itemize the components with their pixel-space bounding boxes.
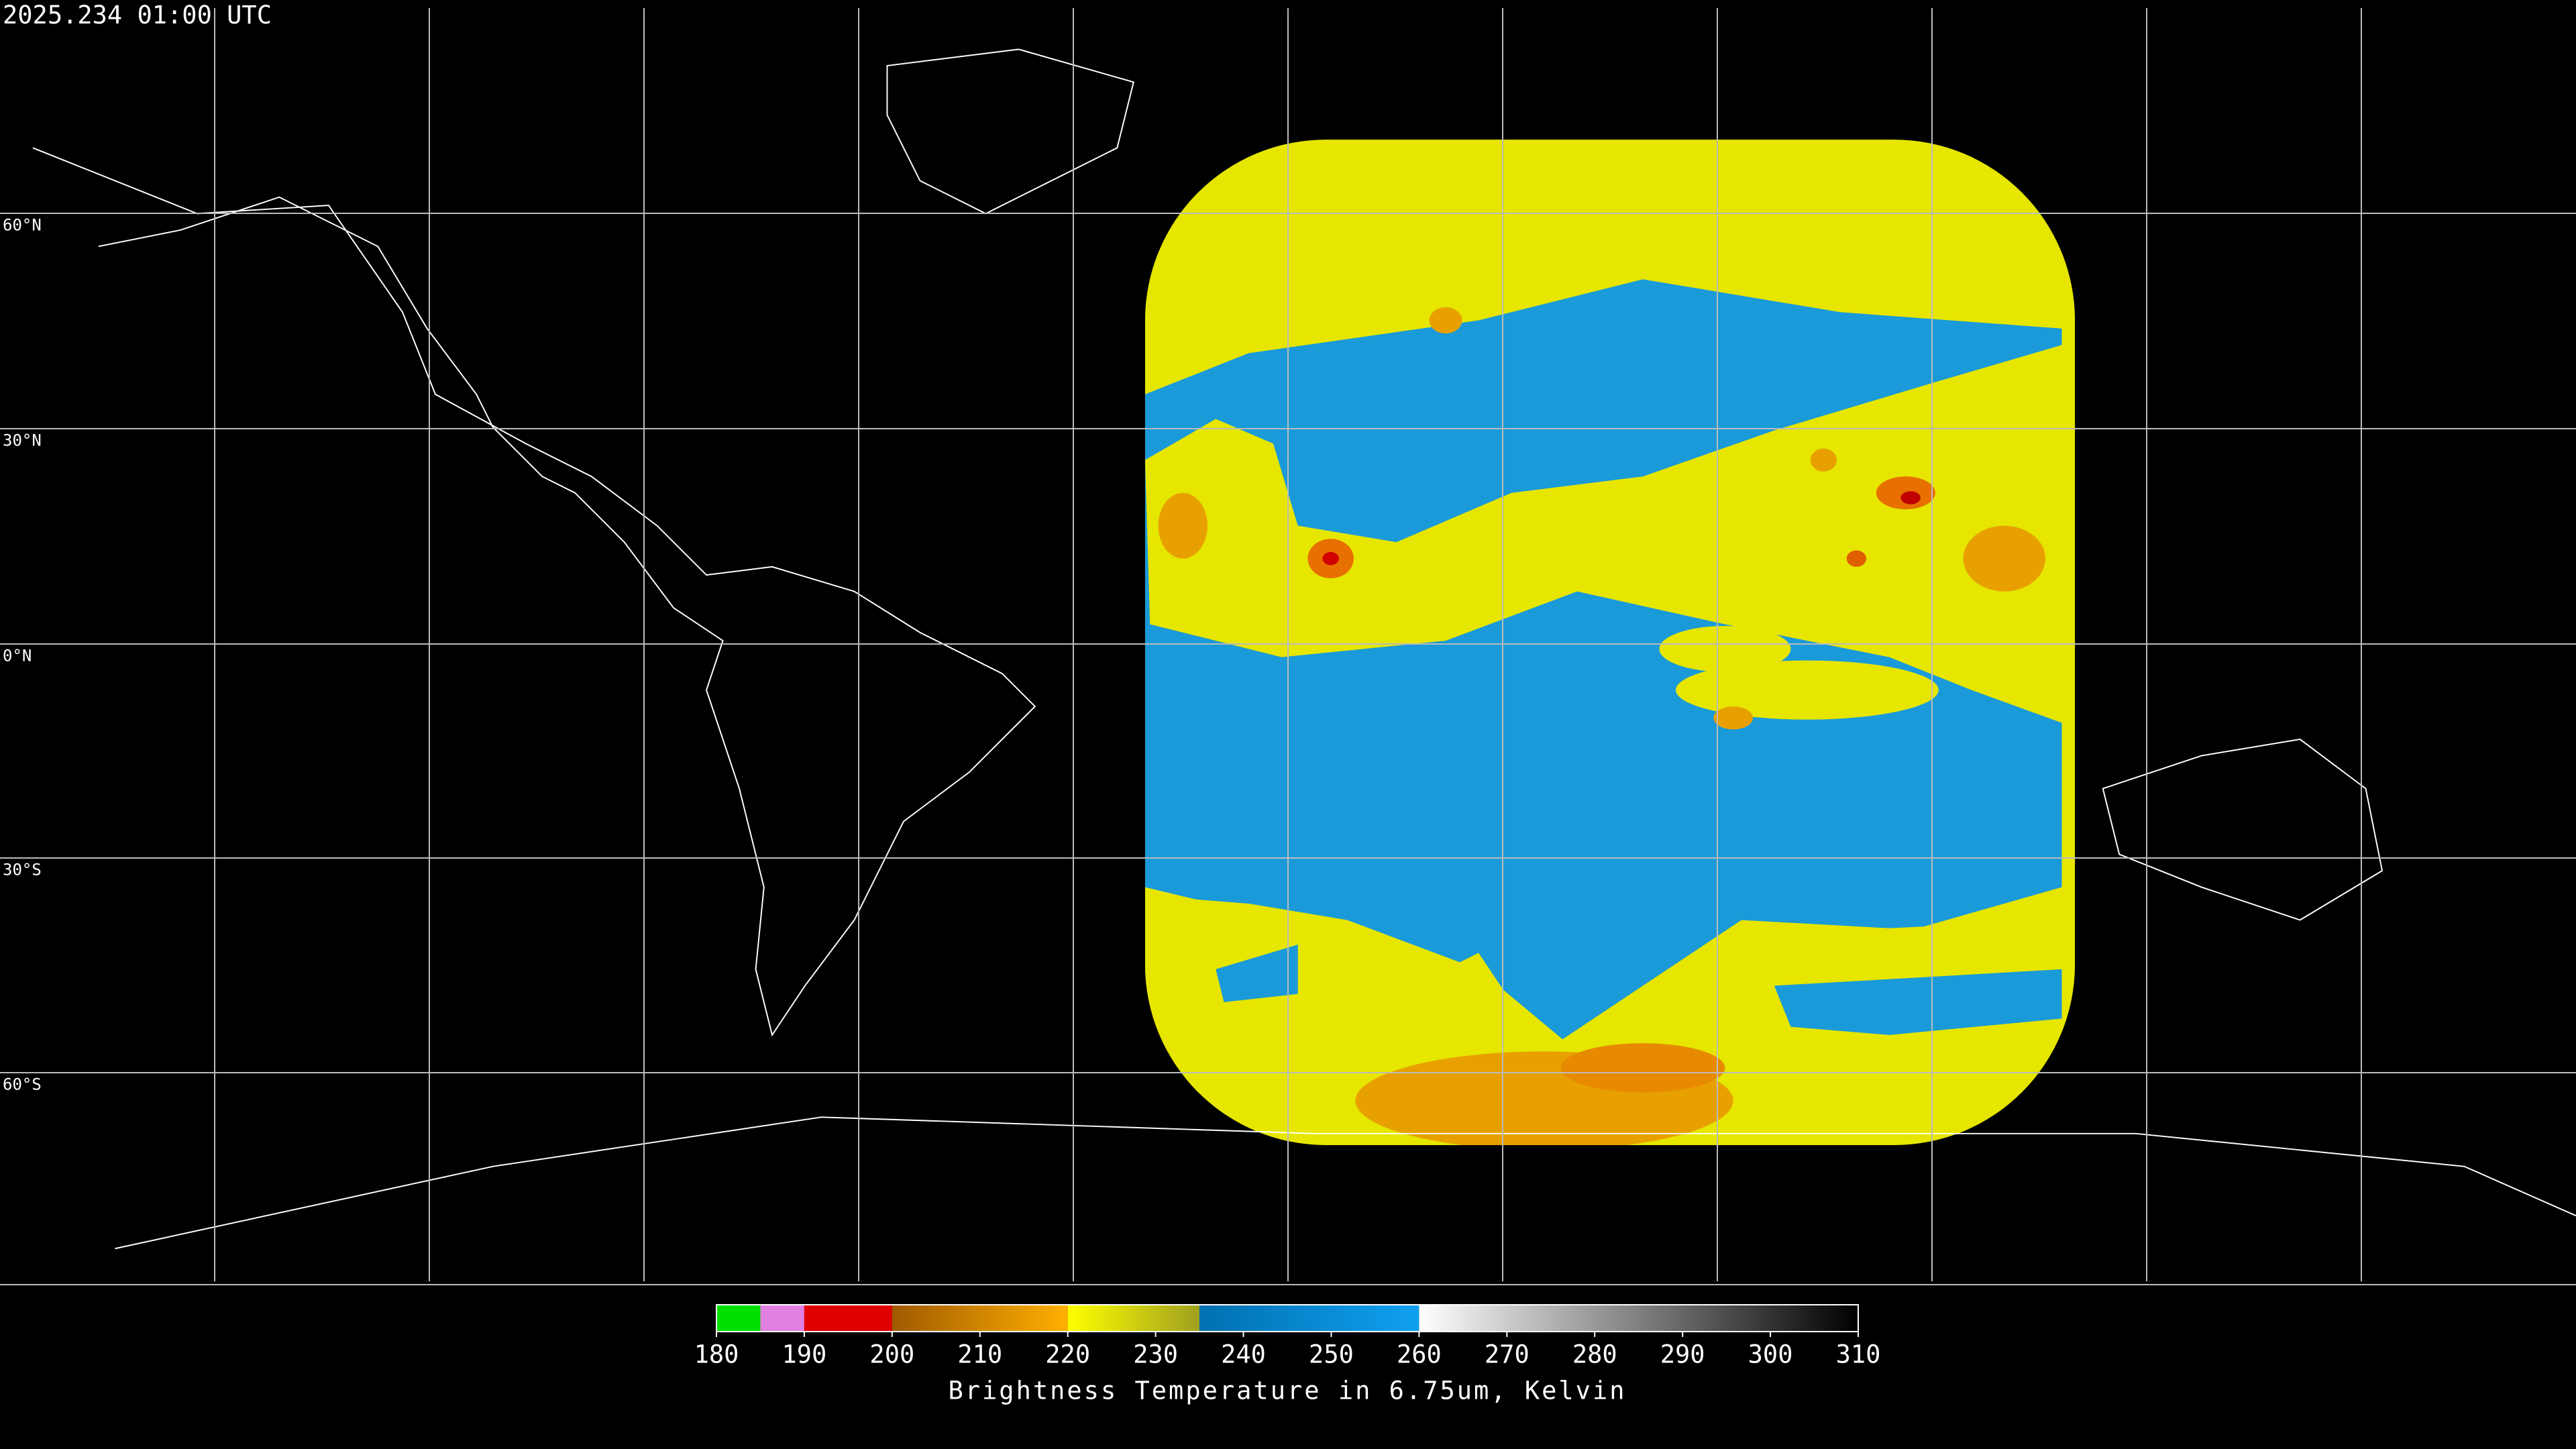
colorbar-segment <box>1419 1305 1858 1332</box>
latitude-label: 60°N <box>3 216 42 235</box>
latitude-label: 30°N <box>3 431 42 450</box>
colorbar-tick-label: 250 <box>1309 1340 1354 1369</box>
latitude-label: 60°S <box>3 1075 42 1094</box>
colorbar-tick-label: 290 <box>1660 1340 1705 1369</box>
colorbar-tick-label: 260 <box>1397 1340 1442 1369</box>
colorbar-tick-label: 210 <box>957 1340 1002 1369</box>
colorbar-frame <box>716 1304 1859 1332</box>
colorbar-segment <box>892 1305 1068 1332</box>
timestamp: 2025.234 01:00 UTC <box>3 1 272 30</box>
colorbar-segment <box>760 1305 804 1332</box>
latitude-label: 0°N <box>3 647 32 665</box>
colorbar-segment <box>716 1305 761 1332</box>
colorbar-tick-label: 230 <box>1133 1340 1178 1369</box>
colorbar-segment <box>1067 1305 1200 1332</box>
colorbar-segment <box>804 1305 892 1332</box>
colorbar-tick-label: 220 <box>1045 1340 1090 1369</box>
imagery <box>32 48 2576 1250</box>
latitude-label: 30°S <box>3 861 42 879</box>
colorbar-segment <box>1199 1305 1419 1332</box>
colorbar-tick-label: 200 <box>869 1340 914 1369</box>
colorbar-tick-label: 190 <box>782 1340 827 1369</box>
colorbar-tick-label: 310 <box>1836 1340 1881 1369</box>
colorbar-tick-label: 280 <box>1572 1340 1617 1369</box>
colorbar-tick-label: 270 <box>1485 1340 1529 1369</box>
colorbar-tick-label: 240 <box>1221 1340 1266 1369</box>
colorbar-tick-label: 300 <box>1748 1340 1793 1369</box>
colorbar-label: Brightness Temperature in 6.75um, Kelvin <box>948 1377 1626 1405</box>
colorbar-tick-label: 180 <box>694 1340 739 1369</box>
graticule <box>0 8 2576 1285</box>
